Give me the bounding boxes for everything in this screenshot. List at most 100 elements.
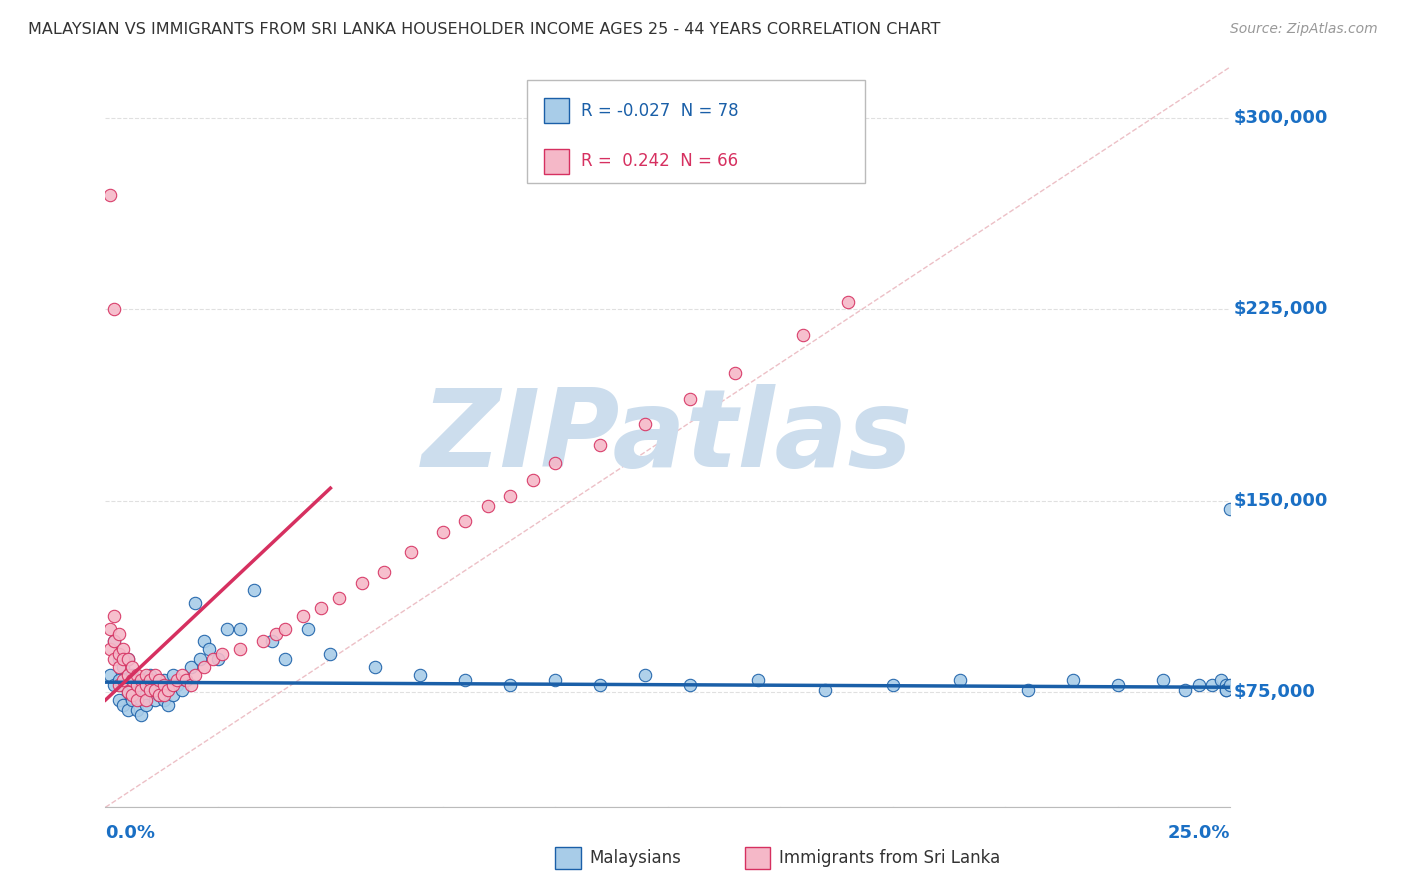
Point — [117, 667, 139, 681]
Point — [454, 514, 477, 528]
Point — [143, 667, 166, 681]
Point — [274, 622, 297, 636]
Text: $75,000: $75,000 — [1233, 683, 1316, 701]
Point — [1188, 678, 1211, 692]
Point — [117, 685, 139, 699]
Point — [117, 703, 139, 717]
Point — [882, 678, 904, 692]
Point — [108, 693, 131, 707]
Point — [125, 673, 148, 687]
Point — [108, 678, 131, 692]
Point — [1201, 678, 1223, 692]
Point — [117, 673, 139, 687]
Point — [432, 524, 454, 539]
Point — [202, 652, 225, 666]
Point — [176, 673, 198, 687]
Point — [679, 392, 702, 406]
Point — [401, 545, 423, 559]
Point — [103, 634, 125, 648]
Point — [148, 673, 170, 687]
Point — [139, 682, 162, 697]
Point — [153, 673, 176, 687]
Point — [211, 647, 233, 661]
Point — [153, 678, 176, 692]
Text: Malaysians: Malaysians — [589, 849, 681, 867]
Point — [170, 682, 193, 697]
Point — [125, 685, 148, 699]
Point — [103, 608, 125, 623]
Point — [215, 622, 238, 636]
Point — [1152, 673, 1174, 687]
Point — [103, 678, 125, 692]
Text: Source: ZipAtlas.com: Source: ZipAtlas.com — [1230, 22, 1378, 37]
Point — [139, 667, 162, 681]
Point — [135, 688, 157, 702]
Point — [112, 678, 135, 692]
Point — [350, 575, 373, 590]
Point — [292, 608, 315, 623]
Point — [112, 698, 135, 713]
Point — [103, 652, 125, 666]
Text: ZIPatlas: ZIPatlas — [422, 384, 914, 490]
Point — [125, 678, 148, 692]
Point — [121, 667, 143, 681]
Point — [117, 685, 139, 699]
Point — [108, 673, 131, 687]
Point — [176, 673, 198, 687]
Point — [1017, 682, 1039, 697]
Point — [252, 634, 274, 648]
Point — [131, 673, 153, 687]
Point — [125, 667, 148, 681]
Point — [121, 693, 143, 707]
Point — [108, 652, 131, 666]
Point — [193, 634, 215, 648]
Point — [364, 660, 387, 674]
Point — [266, 626, 288, 640]
Point — [319, 647, 342, 661]
Point — [143, 682, 166, 697]
Point — [162, 667, 184, 681]
Text: $225,000: $225,000 — [1233, 301, 1329, 318]
Text: Immigrants from Sri Lanka: Immigrants from Sri Lanka — [779, 849, 1000, 867]
Point — [131, 693, 153, 707]
Point — [1215, 678, 1237, 692]
Point — [311, 601, 333, 615]
Point — [131, 708, 153, 723]
Point — [1062, 673, 1084, 687]
Point — [589, 438, 612, 452]
Point — [180, 678, 202, 692]
Point — [188, 652, 211, 666]
Point — [162, 678, 184, 692]
Point — [153, 688, 176, 702]
Point — [135, 698, 157, 713]
Text: R =  0.242  N = 66: R = 0.242 N = 66 — [581, 153, 738, 170]
Point — [148, 688, 170, 702]
Point — [373, 566, 395, 580]
Point — [454, 673, 477, 687]
Point — [112, 642, 135, 657]
Point — [260, 634, 283, 648]
Point — [1215, 682, 1237, 697]
Point — [499, 678, 522, 692]
Text: MALAYSIAN VS IMMIGRANTS FROM SRI LANKA HOUSEHOLDER INCOME AGES 25 - 44 YEARS COR: MALAYSIAN VS IMMIGRANTS FROM SRI LANKA H… — [28, 22, 941, 37]
Point — [143, 678, 166, 692]
Point — [949, 673, 972, 687]
Point — [207, 652, 229, 666]
Point — [274, 652, 297, 666]
Point — [184, 667, 207, 681]
Point — [135, 693, 157, 707]
Point — [1211, 673, 1233, 687]
Point — [409, 667, 432, 681]
Point — [157, 698, 180, 713]
Point — [170, 667, 193, 681]
Point — [1219, 501, 1241, 516]
Point — [477, 499, 499, 513]
Point — [297, 622, 319, 636]
Point — [121, 673, 143, 687]
Point — [121, 678, 143, 692]
Text: 0.0%: 0.0% — [105, 824, 156, 842]
Point — [1219, 678, 1241, 692]
Point — [135, 667, 157, 681]
Point — [125, 703, 148, 717]
Point — [229, 642, 252, 657]
